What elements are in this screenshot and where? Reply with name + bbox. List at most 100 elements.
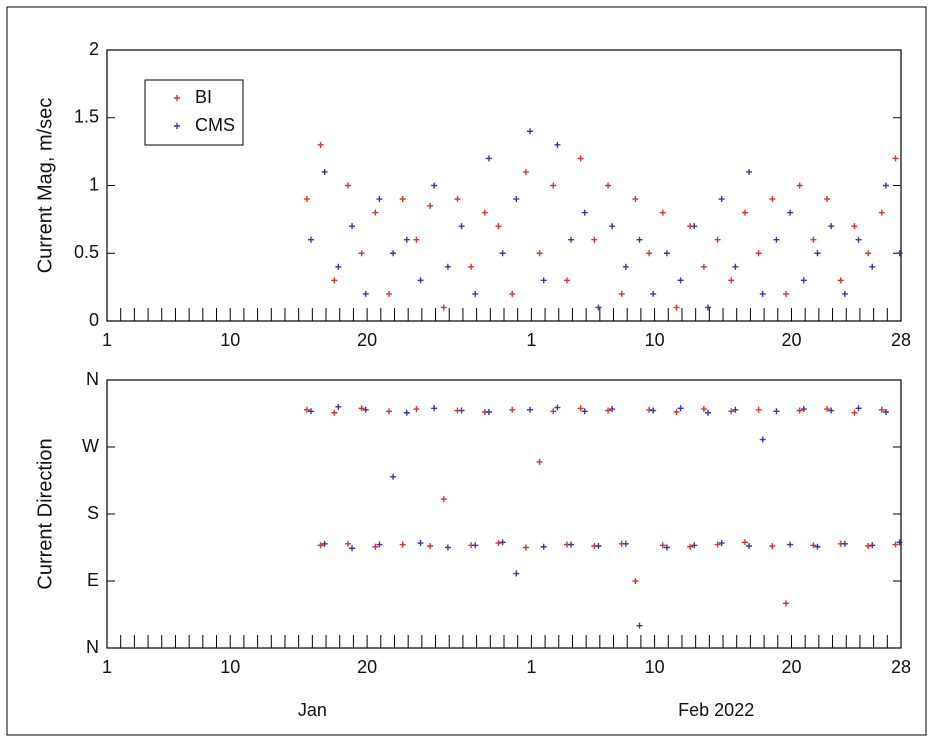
data-point [732,263,739,270]
data-point [687,543,694,550]
legend-box [144,79,244,146]
data-point [440,496,447,503]
data-point [499,250,506,257]
data-point [513,196,520,203]
x-tick-label: 20 [357,330,377,350]
data-point [814,250,821,257]
data-point [663,544,670,551]
outer-border [6,6,927,736]
data-point [527,406,534,413]
data-point [536,250,543,257]
data-point [896,250,903,257]
data-point [563,277,570,284]
data-point [896,539,903,546]
data-point [810,236,817,243]
data-point [841,290,848,297]
data-point [307,236,314,243]
x-tick-label: 28 [891,330,911,350]
x-tick-label: 1 [102,330,112,350]
data-point [673,304,680,311]
data-point [741,539,748,546]
data-point [399,196,406,203]
data-point [335,403,342,410]
data-point [741,209,748,216]
data-point [622,540,629,547]
data-point [386,290,393,297]
data-point [787,209,794,216]
data-point [495,223,502,230]
data-point [403,409,410,416]
y-tick-label: N [86,369,99,389]
data-point [800,406,807,413]
data-point [878,209,885,216]
data-point [646,250,653,257]
data-point [718,196,725,203]
legend-marker [174,123,180,129]
data-point [331,409,338,416]
data-point [851,409,858,416]
data-point [855,236,862,243]
legend-label: BI [195,87,212,107]
data-point [413,406,420,413]
data-point [468,263,475,270]
data-point [632,196,639,203]
data-point [540,543,547,550]
data-point [632,578,639,584]
data-point [855,405,862,412]
data-point [362,290,369,297]
data-point [796,407,803,414]
data-point [892,155,899,162]
y-tick-label: N [86,637,99,657]
data-point [691,542,698,549]
data-point [550,182,557,189]
data-point [636,236,643,243]
data-point [485,409,492,416]
data-point [746,543,753,550]
data-point [372,543,379,550]
y-tick-label: 0.5 [74,242,99,262]
data-point [824,406,831,413]
data-point [427,202,434,209]
data-point [814,543,821,550]
data-point [677,405,684,412]
data-point [796,182,803,189]
data-point [386,408,393,415]
y-tick-label: S [87,503,99,523]
data-point [554,141,561,148]
data-point [828,407,835,414]
data-point [659,542,666,549]
data-point [522,168,529,175]
legend-marker [174,95,180,101]
legend-label: CMS [195,115,235,135]
data-point [540,277,547,284]
data-point [317,542,324,549]
x-tick-label: 10 [645,330,665,350]
data-point [878,406,885,413]
data-point [431,405,438,412]
data-point [783,600,790,607]
data-point [413,236,420,243]
y-tick-label: 1.5 [74,107,99,127]
data-point [759,290,766,297]
data-point [399,541,406,548]
data-point [755,406,762,413]
data-point [787,541,794,548]
data-point [783,290,790,297]
data-point [769,196,776,203]
data-point [458,223,465,230]
x-tick-label: 28 [891,657,911,677]
data-point [495,540,502,547]
data-point [376,196,383,203]
data-point [718,540,725,547]
data-point [331,277,338,284]
data-point [403,236,410,243]
data-point [663,250,670,257]
y-tick-label: 0 [89,310,99,330]
data-point [362,406,369,413]
data-point [714,236,721,243]
data-point [472,290,479,297]
data-point [605,182,612,189]
y-tick-label: 2 [89,39,99,59]
